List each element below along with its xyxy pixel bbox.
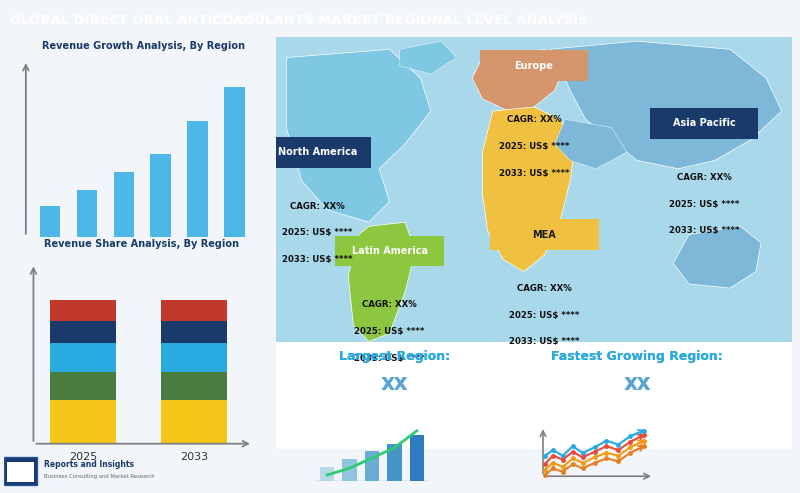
Text: XX: XX (382, 376, 407, 394)
Text: Asia Pacific: Asia Pacific (673, 118, 736, 128)
Text: Fastest Growing Region:: Fastest Growing Region: (551, 350, 723, 362)
Text: 2033: 2033 (180, 452, 208, 461)
Polygon shape (482, 107, 575, 272)
Text: 2025: 2025 (69, 452, 97, 461)
FancyBboxPatch shape (7, 462, 34, 482)
Text: Fastest Growing Region:: Fastest Growing Region: (551, 350, 723, 362)
Bar (50, 343, 116, 372)
Text: 2033: US$ ****: 2033: US$ **** (669, 226, 739, 235)
Text: 2025: US$ ****: 2025: US$ **** (499, 142, 569, 151)
Bar (50, 400, 116, 444)
Bar (187, 121, 208, 237)
Polygon shape (286, 49, 430, 222)
Bar (161, 400, 227, 444)
Bar (50, 321, 116, 343)
Bar (114, 172, 134, 237)
Text: 2025: US$ ****: 2025: US$ **** (509, 311, 579, 320)
Bar (410, 435, 424, 481)
Text: XX: XX (381, 376, 409, 394)
Text: CAGR: XX%: CAGR: XX% (517, 284, 572, 293)
FancyBboxPatch shape (276, 37, 792, 346)
Bar (161, 343, 227, 372)
Bar (161, 321, 227, 343)
FancyBboxPatch shape (4, 458, 38, 485)
Bar (224, 87, 245, 237)
Bar (365, 451, 379, 481)
Bar (150, 154, 170, 237)
Text: Europe: Europe (514, 61, 554, 71)
Text: MEA: MEA (533, 230, 556, 240)
Text: Business Consulting and Market Research: Business Consulting and Market Research (43, 474, 154, 479)
Text: CAGR: XX%: CAGR: XX% (677, 173, 732, 182)
Text: 2033: US$ ****: 2033: US$ **** (509, 338, 579, 347)
Text: 2033: US$ ****: 2033: US$ **** (354, 354, 425, 363)
Text: Revenue Growth Analysis, By Region: Revenue Growth Analysis, By Region (42, 40, 246, 51)
Text: 2033: US$ ****: 2033: US$ **** (282, 255, 353, 264)
Bar (50, 372, 116, 400)
Bar (161, 372, 227, 400)
Text: XX: XX (624, 376, 650, 394)
Polygon shape (400, 41, 457, 74)
Text: North America: North America (278, 147, 357, 157)
Text: Latin America: Latin America (351, 246, 427, 256)
FancyBboxPatch shape (335, 236, 444, 267)
Bar (320, 466, 334, 481)
FancyBboxPatch shape (490, 219, 598, 250)
Polygon shape (674, 226, 761, 288)
Text: Revenue Share Analysis, By Region: Revenue Share Analysis, By Region (45, 239, 239, 249)
Bar (77, 190, 97, 237)
Bar (387, 444, 402, 481)
Bar (40, 206, 60, 237)
Bar (161, 300, 227, 321)
Text: 2025: US$ ****: 2025: US$ **** (669, 200, 739, 209)
FancyBboxPatch shape (263, 137, 371, 168)
Text: Largest Region:: Largest Region: (339, 350, 450, 362)
Text: Largest Region:: Largest Region: (339, 350, 450, 362)
Bar (50, 300, 116, 321)
FancyBboxPatch shape (276, 342, 792, 449)
Text: CAGR: XX%: CAGR: XX% (290, 202, 345, 211)
Text: GLOBAL DIRECT ORAL ANTICOAGULANTS MARKET REGIONAL LEVEL ANALYSIS: GLOBAL DIRECT ORAL ANTICOAGULANTS MARKET… (10, 14, 587, 28)
Text: CAGR: XX%: CAGR: XX% (506, 115, 562, 124)
Text: Reports and Insights: Reports and Insights (43, 459, 134, 468)
Bar (342, 459, 357, 481)
Text: CAGR: XX%: CAGR: XX% (362, 300, 417, 310)
Polygon shape (348, 222, 415, 342)
Polygon shape (472, 49, 565, 111)
Text: XX: XX (623, 376, 651, 394)
Polygon shape (550, 41, 782, 169)
Polygon shape (554, 119, 627, 169)
FancyBboxPatch shape (480, 50, 588, 81)
FancyBboxPatch shape (650, 108, 758, 139)
Text: 2025: US$ ****: 2025: US$ **** (354, 327, 425, 336)
Text: 2033: US$ ****: 2033: US$ **** (498, 169, 570, 177)
Text: 2025: US$ ****: 2025: US$ **** (282, 228, 353, 238)
